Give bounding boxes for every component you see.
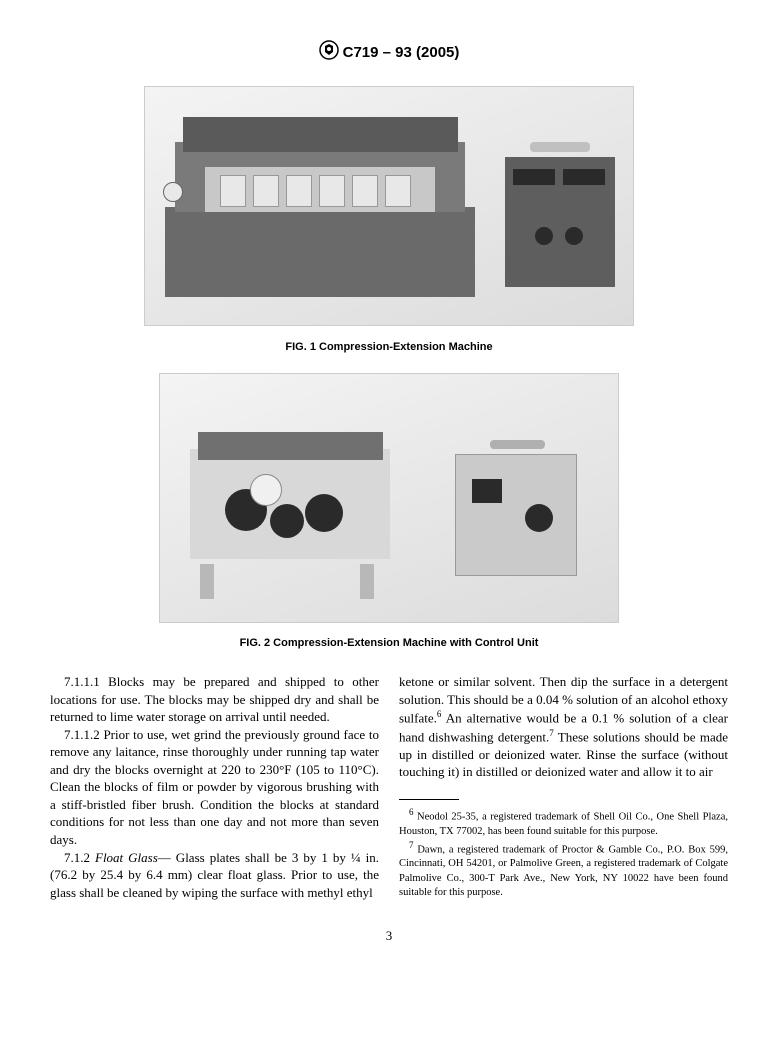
figure-2-caption: FIG. 2 Compression-Extension Machine wit…	[50, 636, 728, 651]
para-right-continuation: ketone or similar solvent. Then dip the …	[399, 673, 728, 781]
standard-reference: C719 – 93 (2005)	[343, 44, 460, 61]
right-column: ketone or similar solvent. Then dip the …	[399, 673, 728, 901]
para-number: 7.1.1.1	[64, 674, 100, 689]
footnote-7: 7 Dawn, a registered trademark of Procto…	[399, 839, 728, 900]
figure-1-image	[144, 86, 634, 326]
para-7-1-2: 7.1.2 Float Glass— Glass plates shall be…	[50, 849, 379, 902]
astm-logo	[319, 40, 339, 66]
para-label: Float Glass	[90, 850, 158, 865]
page-number: 3	[50, 927, 728, 945]
figure-1-caption: FIG. 1 Compression-Extension Machine	[50, 340, 728, 355]
para-text: Blocks may be prepared and shipped to ot…	[50, 674, 379, 724]
para-7-1-1-1: 7.1.1.1 Blocks may be prepared and shipp…	[50, 673, 379, 726]
figure-2-image	[159, 373, 619, 623]
para-7-1-1-2: 7.1.1.2 Prior to use, wet grind the prev…	[50, 726, 379, 849]
footnote-text: Dawn, a registered trademark of Proctor …	[399, 844, 728, 898]
figure-2: FIG. 2 Compression-Extension Machine wit…	[50, 373, 728, 651]
footnote-6: 6 Neodol 25-35, a registered trademark o…	[399, 806, 728, 839]
para-number: 7.1.2	[64, 850, 90, 865]
para-number: 7.1.1.2	[64, 727, 100, 742]
footnote-text: Neodol 25-35, a registered trademark of …	[399, 811, 728, 836]
footnote-rule	[399, 799, 459, 800]
text-columns: 7.1.1.1 Blocks may be prepared and shipp…	[50, 673, 728, 901]
figure-1: FIG. 1 Compression-Extension Machine	[50, 86, 728, 354]
para-text: Prior to use, wet grind the previously g…	[50, 727, 379, 847]
left-column: 7.1.1.1 Blocks may be prepared and shipp…	[50, 673, 379, 901]
page-header: C719 – 93 (2005)	[50, 40, 728, 66]
